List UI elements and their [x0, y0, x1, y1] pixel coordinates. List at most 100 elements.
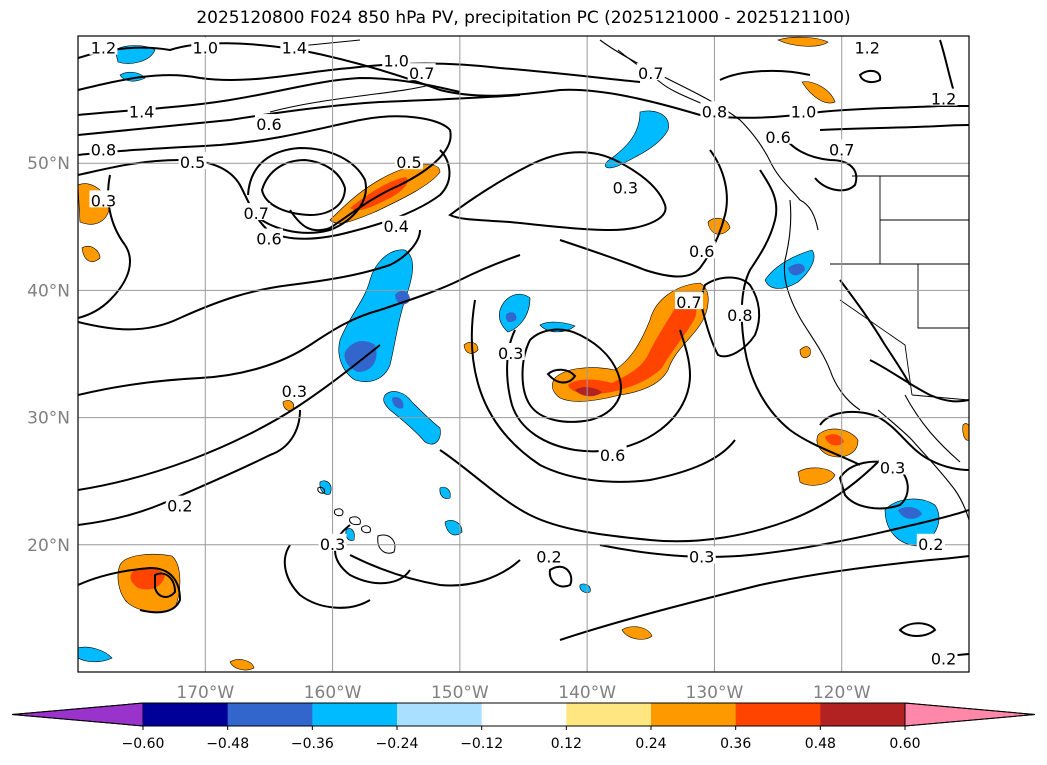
contour-label-bg	[318, 533, 347, 551]
contour-label: 0.8	[702, 102, 727, 121]
contour-label-bg	[827, 139, 856, 157]
coastline	[877, 409, 969, 521]
contour-label: 0.3	[91, 191, 116, 210]
contour-label-bg	[700, 101, 729, 119]
precip-negative-core	[505, 312, 517, 323]
state-border	[839, 299, 913, 396]
longitude-tick-label: 170°W	[176, 683, 234, 703]
colorbar-tick-label: −0.48	[206, 736, 249, 752]
pv-contour-line	[78, 174, 131, 319]
contour-label: 0.8	[91, 140, 116, 159]
pv-contour-line	[78, 566, 182, 614]
contour-label: 1.2	[854, 39, 879, 58]
pv-contour-line	[283, 544, 371, 609]
colorbar-tick-label: −0.36	[291, 736, 334, 752]
longitude-tick-label: 120°W	[813, 683, 871, 703]
contour-label-bg	[254, 114, 283, 132]
contour-label-bg	[598, 444, 627, 462]
precip-positive-area	[799, 346, 811, 359]
precip-positive-area	[229, 659, 255, 671]
precip-negative-area	[605, 110, 669, 169]
contour-label: 0.6	[256, 230, 281, 249]
colorbar-segment	[481, 703, 567, 726]
contour-label: 0.2	[167, 497, 192, 516]
colorbar-segment	[312, 703, 398, 726]
precip-positive-area	[621, 626, 653, 640]
pv-contour-line	[559, 149, 728, 278]
contour-label: 0.6	[765, 128, 790, 147]
pv-contour-line	[349, 554, 521, 587]
pv-contour-line	[858, 69, 882, 84]
contour-label-bg	[764, 126, 793, 144]
contour-label: 1.2	[91, 39, 116, 58]
contour-label: 0.7	[676, 293, 701, 312]
contour-label-bg	[789, 101, 818, 119]
contour-label: 0.3	[613, 179, 638, 198]
contour-label: 1.4	[129, 102, 154, 121]
pv-contour-line	[78, 62, 641, 91]
coastline	[617, 49, 706, 106]
island	[349, 516, 361, 526]
contour-label: 1.4	[282, 39, 307, 58]
colorbar-extend-low	[11, 702, 144, 727]
colorbar-segment	[397, 703, 483, 726]
contour-label: 1.2	[931, 90, 956, 109]
contour-label: 0.5	[396, 153, 421, 172]
contour-label-bg	[89, 37, 118, 55]
contour-label-bg	[127, 101, 156, 119]
map-frame	[77, 35, 970, 673]
pv-contour-line	[78, 409, 301, 526]
contour-label: 0.2	[931, 649, 956, 668]
contour-label-bg	[611, 177, 640, 195]
precip-positive-area	[962, 423, 969, 441]
contour-label: 0.6	[600, 446, 625, 465]
longitude-tick-label: 130°W	[686, 683, 744, 703]
map-title: 2025120800 F024 850 hPa PV, precipitatio…	[196, 8, 851, 28]
precip-positive-core	[825, 434, 844, 446]
contour-label: 0.8	[727, 306, 752, 325]
precip-negative-core	[392, 397, 404, 409]
borders	[830, 175, 969, 401]
colorbar-segment	[566, 703, 652, 726]
pv-contour-line	[260, 158, 347, 217]
colorbar-segment	[227, 703, 313, 726]
contour-label-bg	[687, 546, 716, 564]
contour-label: 0.7	[638, 64, 663, 83]
precip-positive-area	[81, 246, 101, 262]
latitude-tick-label: 40°N	[27, 281, 70, 301]
pv-contour-line	[448, 151, 667, 232]
precip-negative-area	[498, 294, 531, 333]
contour-label-bg	[916, 533, 945, 551]
precip-negative-core	[788, 263, 805, 276]
colorbar-tick-label: 0.36	[720, 736, 751, 752]
contour-label-bg	[394, 152, 423, 170]
contour-label: 0.3	[880, 458, 905, 477]
pv-contour-line	[470, 299, 736, 483]
precip-negative-area	[78, 646, 113, 663]
contour-label-bg	[242, 203, 271, 221]
contour-label: 0.3	[498, 344, 523, 363]
contour-label-bg	[382, 50, 411, 68]
contour-label: 0.7	[243, 204, 268, 223]
pv-contour-line	[546, 368, 577, 384]
contour-label-bg	[178, 152, 207, 170]
precip-negative-area	[579, 583, 591, 593]
contour-label: 0.3	[282, 382, 307, 401]
precip-positive-area	[777, 36, 829, 47]
pv-contour-line	[78, 115, 452, 232]
contour-label-bg	[407, 63, 436, 81]
longitude-tick-label: 160°W	[304, 683, 362, 703]
coastline	[269, 84, 431, 113]
latitude-tick-label: 30°N	[27, 409, 70, 429]
contour-label-bg	[280, 381, 309, 399]
hawaii-islands	[317, 486, 396, 554]
latitude-tick-labels: 50°N 40°N 30°N 20°N	[27, 154, 70, 556]
contour-label-bg	[853, 37, 882, 55]
precip-positive-area	[801, 81, 836, 104]
contour-label: 0.2	[918, 535, 943, 554]
pv-contour-line	[439, 449, 881, 543]
coastline	[904, 394, 961, 463]
latitude-tick-label: 20°N	[27, 536, 70, 556]
precip-negative-core	[898, 506, 922, 519]
contour-label-bg	[165, 495, 194, 513]
